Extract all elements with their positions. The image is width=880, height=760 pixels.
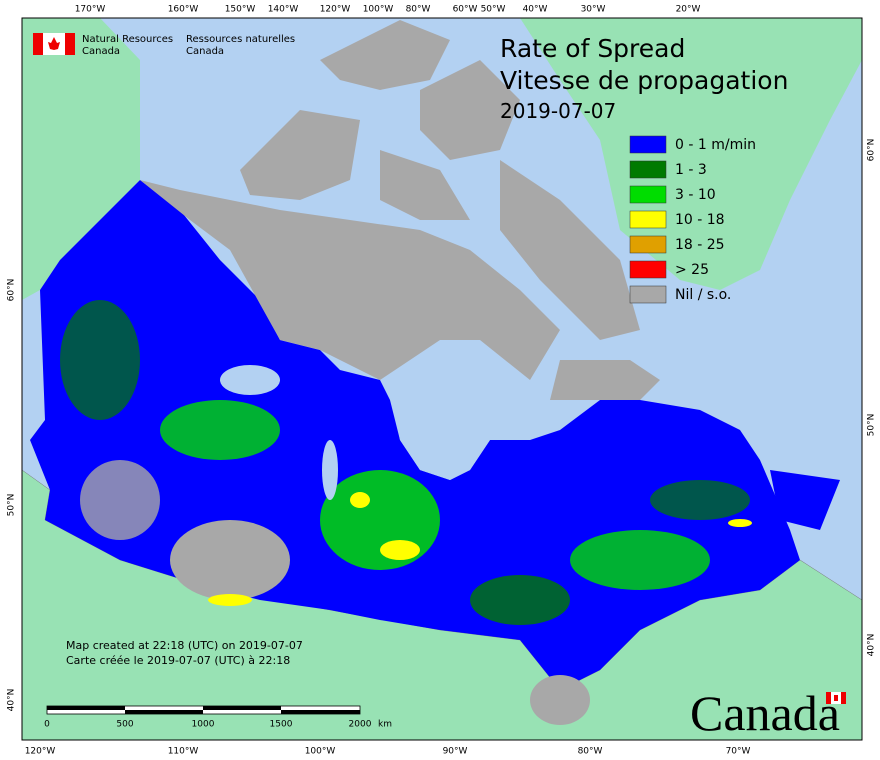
latitude-label: 50°N: [867, 414, 877, 437]
maple-leaf: [48, 37, 60, 50]
longitude-label: 60°W: [453, 5, 478, 15]
longitude-label: 170°W: [75, 5, 106, 15]
scale-label: 500: [116, 720, 133, 730]
legend-label: Nil / s.o.: [675, 287, 731, 303]
patch: [208, 594, 252, 606]
patch: [80, 460, 160, 540]
patch: [380, 540, 420, 560]
longitude-label: 120°W: [25, 747, 56, 757]
patch: [650, 480, 750, 520]
scale-unit: km: [378, 720, 392, 730]
credit: Carte créée le 2019-07-07 (UTC) à 22:18: [66, 654, 290, 667]
legend-swatch: [629, 185, 667, 204]
scale-segment: [125, 710, 203, 714]
patch: [160, 400, 280, 460]
org-name: Ressources naturelles: [186, 34, 295, 45]
scale-segment: [203, 706, 281, 710]
longitude-label: 50°W: [481, 5, 506, 15]
longitude-label: 70°W: [726, 747, 751, 757]
longitude-label: 40°W: [523, 5, 548, 15]
patch: [320, 470, 440, 570]
map-title: Vitesse de propagation: [500, 66, 788, 95]
map-frame: [21, 17, 863, 741]
legend-label: 18 - 25: [675, 237, 725, 253]
longitude-label: 20°W: [676, 5, 701, 15]
org-name: Natural Resources: [82, 34, 173, 45]
longitude-label: 160°W: [168, 5, 199, 15]
patch: [470, 575, 570, 625]
flag-bar: [826, 692, 831, 704]
scale-segment: [47, 706, 125, 710]
longitude-label: 80°W: [406, 5, 431, 15]
longitude-label: 90°W: [443, 747, 468, 757]
nunavut-mainland: [140, 180, 560, 380]
scale-bar: 0 500 1000 1500 2000 km: [44, 705, 392, 730]
legend-swatch: [629, 235, 667, 254]
longitude-label: 110°W: [168, 747, 199, 757]
longitude-label: 100°W: [363, 5, 394, 15]
latitude-label: 40°N: [867, 634, 877, 657]
longitude-label: 30°W: [581, 5, 606, 15]
latitude-label: 60°N: [867, 139, 877, 162]
newfoundland: [770, 470, 840, 530]
longitude-label: 150°W: [225, 5, 256, 15]
spread-patches: [60, 300, 752, 725]
org-name: Canada: [82, 46, 120, 57]
canada-wordmark: Canada: [690, 685, 846, 741]
map-title: Rate of Spread: [500, 34, 685, 63]
hudson-bay: [390, 340, 545, 480]
patch: [60, 300, 140, 420]
greenland: [520, 18, 862, 290]
legend: 0 - 1 m/min 1 - 3 3 - 10 10 - 18 18 - 25 > 25…: [629, 135, 756, 304]
legend-label: 1 - 3: [675, 162, 707, 178]
credit: Map created at 22:18 (UTC) on 2019-07-07: [66, 639, 303, 652]
latitude-label: 50°N: [7, 494, 17, 517]
legend-label: 3 - 10: [675, 187, 716, 203]
scale-label: 1500: [270, 720, 293, 730]
patch: [170, 520, 290, 600]
arctic-island: [380, 150, 470, 220]
legend-label: 0 - 1 m/min: [675, 137, 756, 153]
longitude-label: 140°W: [268, 5, 299, 15]
graticule-labels: 170°W 160°W 150°W 140°W 120°W 100°W 80°W 60°W 50…: [7, 5, 877, 757]
maple-leaf: [834, 695, 838, 701]
patch: [728, 519, 752, 527]
nrcan-signature: Natural Resources Canada Ressources natu…: [33, 33, 295, 57]
scale-label: 0: [44, 720, 50, 730]
longitude-label: 100°W: [305, 747, 336, 757]
lake: [220, 365, 280, 395]
flag-bar: [841, 692, 846, 704]
flag-bar: [33, 33, 43, 55]
map-date: 2019-07-07: [500, 99, 616, 123]
legend-label: > 25: [675, 262, 709, 278]
arctic-island: [320, 20, 450, 90]
longitude-label: 120°W: [320, 5, 351, 15]
legend-swatch: [629, 285, 667, 304]
legend-swatch: [629, 135, 667, 154]
flag-bar: [65, 33, 75, 55]
lake: [322, 440, 338, 500]
legend-swatch: [629, 260, 667, 279]
legend-swatch: [629, 210, 667, 229]
latitude-label: 40°N: [7, 689, 17, 712]
legend-label: 10 - 18: [675, 212, 725, 228]
scale-label: 1000: [192, 720, 215, 730]
baffin-island: [500, 160, 640, 340]
ungava: [550, 360, 660, 400]
scale-label: 2000: [349, 720, 372, 730]
latitude-label: 60°N: [7, 279, 17, 302]
arctic-island: [240, 110, 360, 200]
legend-swatch: [629, 160, 667, 179]
wordmark: Canada: [690, 685, 840, 741]
scale-segment: [281, 710, 360, 714]
patch: [350, 492, 370, 508]
patch: [570, 530, 710, 590]
arctic-island: [420, 60, 520, 160]
map: [21, 18, 863, 741]
alaska: [22, 18, 140, 300]
org-name: Canada: [186, 46, 224, 57]
patch: [530, 675, 590, 725]
longitude-label: 80°W: [578, 747, 603, 757]
